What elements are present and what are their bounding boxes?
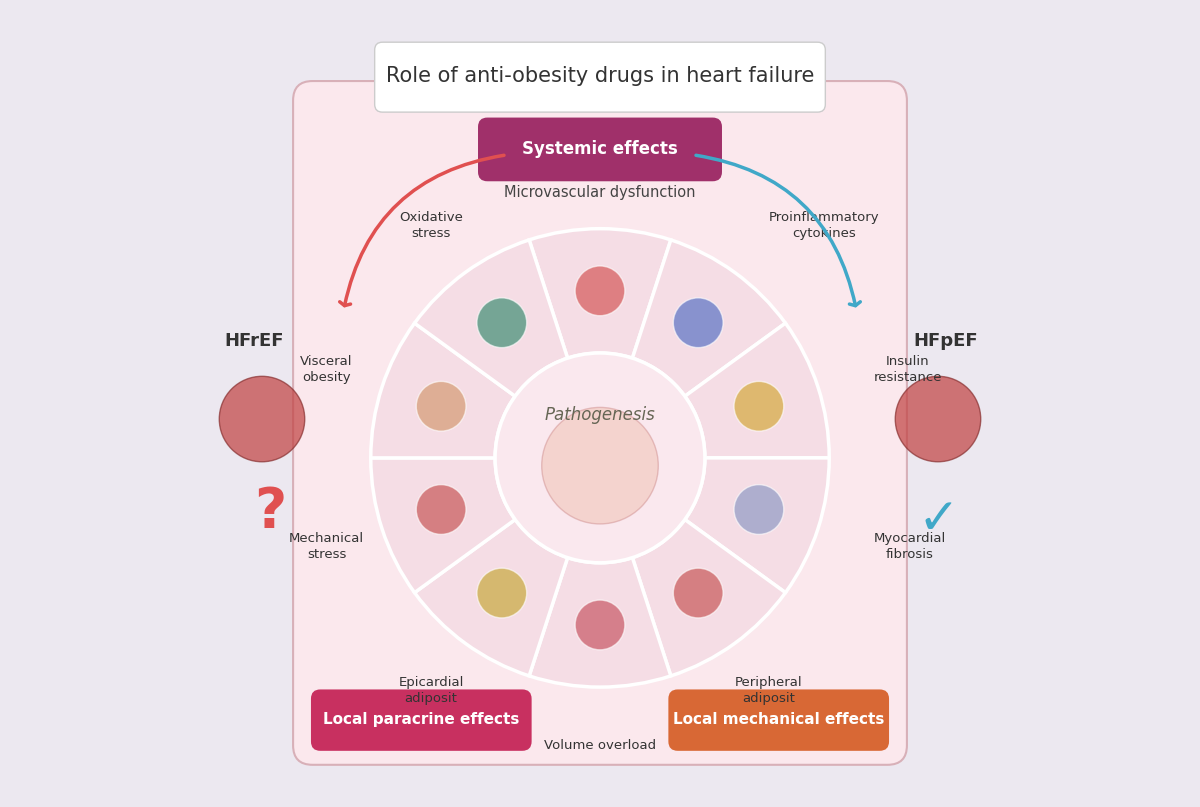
Text: Microvascular dysfunction: Microvascular dysfunction [504, 185, 696, 199]
Text: Proinflammatory
cytokines: Proinflammatory cytokines [769, 211, 880, 240]
Text: ?: ? [253, 485, 286, 539]
Text: Volume overload: Volume overload [544, 739, 656, 752]
Circle shape [673, 298, 724, 348]
Circle shape [476, 568, 527, 618]
Wedge shape [685, 458, 829, 592]
Text: Epicardial
adiposit: Epicardial adiposit [398, 676, 463, 705]
Wedge shape [414, 240, 568, 396]
Wedge shape [371, 458, 515, 592]
Wedge shape [632, 240, 786, 396]
Circle shape [220, 376, 305, 462]
Text: Local paracrine effects: Local paracrine effects [323, 713, 520, 727]
Text: Role of anti-obesity drugs in heart failure: Role of anti-obesity drugs in heart fail… [386, 66, 814, 86]
Circle shape [541, 408, 659, 524]
Text: Mechanical
stress: Mechanical stress [289, 533, 364, 561]
Text: ✓: ✓ [917, 496, 959, 544]
Circle shape [575, 266, 625, 316]
Circle shape [575, 600, 625, 650]
Circle shape [734, 485, 784, 534]
Circle shape [895, 376, 980, 462]
FancyBboxPatch shape [293, 81, 907, 765]
Wedge shape [529, 558, 671, 687]
Text: Local mechanical effects: Local mechanical effects [673, 713, 884, 727]
Text: Systemic effects: Systemic effects [522, 140, 678, 158]
Text: HFpEF: HFpEF [913, 332, 978, 350]
Text: Insulin
resistance: Insulin resistance [874, 354, 942, 383]
Circle shape [496, 353, 704, 562]
Text: Visceral
obesity: Visceral obesity [300, 354, 353, 383]
Wedge shape [685, 323, 829, 458]
Wedge shape [414, 520, 568, 676]
Circle shape [734, 382, 784, 431]
FancyBboxPatch shape [668, 689, 889, 751]
Circle shape [476, 298, 527, 348]
Text: Pathogenesis: Pathogenesis [545, 406, 655, 424]
Wedge shape [632, 520, 786, 676]
Text: Oxidative
stress: Oxidative stress [400, 211, 463, 240]
Circle shape [416, 485, 466, 534]
Wedge shape [371, 323, 515, 458]
FancyBboxPatch shape [478, 118, 722, 182]
Text: Myocardial
fibrosis: Myocardial fibrosis [874, 533, 946, 561]
FancyBboxPatch shape [311, 689, 532, 751]
Text: HFrEF: HFrEF [224, 332, 284, 350]
FancyBboxPatch shape [374, 42, 826, 112]
Circle shape [416, 382, 466, 431]
Circle shape [673, 568, 724, 618]
Wedge shape [529, 228, 671, 358]
Text: Peripheral
adiposit: Peripheral adiposit [736, 676, 803, 705]
